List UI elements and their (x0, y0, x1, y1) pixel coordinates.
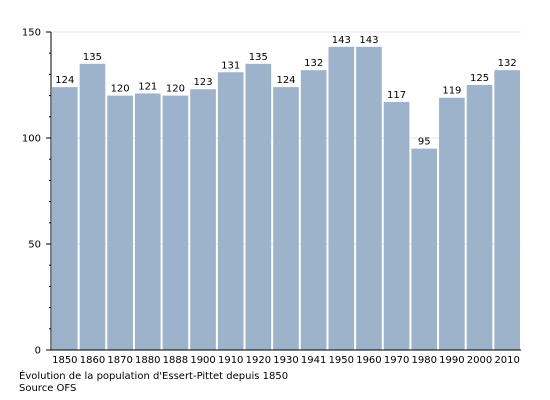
y-tick-label: 0 (35, 346, 41, 357)
data-label: 124 (55, 75, 74, 86)
bar (494, 70, 520, 350)
x-tick-label: 1910 (218, 355, 243, 366)
bar (217, 72, 244, 350)
data-label: 117 (387, 90, 406, 101)
bar (356, 46, 382, 351)
bar (300, 70, 327, 350)
data-label: 135 (249, 52, 268, 63)
data-label: 131 (221, 60, 240, 71)
bar (245, 63, 272, 351)
x-tick-label: 2000 (467, 355, 492, 366)
data-label: 132 (498, 58, 517, 69)
bar (52, 87, 78, 351)
x-tick-label: 1880 (135, 355, 160, 366)
y-tick-label: 150 (22, 28, 41, 39)
x-tick-label: 1990 (439, 355, 464, 366)
x-tick-label: 1930 (273, 355, 298, 366)
y-tick-label: 100 (22, 134, 41, 145)
bar (466, 85, 493, 350)
data-label: 124 (276, 75, 295, 86)
data-label: 125 (470, 73, 489, 84)
x-tick-label: 1888 (163, 355, 188, 366)
chart-caption-title: Évolution de la population d'Essert-Pitt… (19, 371, 289, 382)
data-label: 143 (332, 35, 351, 46)
x-tick-label: 2010 (494, 355, 519, 366)
y-tick-label: 50 (28, 240, 41, 251)
bar (383, 101, 410, 351)
x-tick-label: 1920 (246, 355, 271, 366)
data-label: 123 (194, 77, 213, 88)
x-tick-label: 1941 (301, 355, 326, 366)
data-label: 135 (83, 52, 102, 63)
data-label: 121 (138, 81, 157, 92)
data-label: 132 (304, 58, 323, 69)
data-label: 120 (111, 84, 130, 95)
x-tick-label: 1860 (80, 355, 105, 366)
data-label: 143 (359, 35, 378, 46)
bar (107, 95, 133, 350)
data-label: 120 (166, 84, 185, 95)
chart-caption-source: Source OFS (19, 383, 77, 394)
bar (411, 148, 438, 350)
x-tick-label: 1850 (52, 355, 77, 366)
x-tick-label: 1960 (356, 355, 381, 366)
bar (273, 87, 299, 351)
data-label: 119 (442, 86, 461, 97)
data-label: 95 (418, 137, 431, 148)
x-tick-label: 1950 (329, 355, 354, 366)
x-tick-label: 1900 (190, 355, 215, 366)
x-tick-label: 1870 (107, 355, 132, 366)
bar (162, 95, 189, 350)
x-tick-label: 1980 (412, 355, 437, 366)
bar (79, 63, 106, 351)
bar (439, 97, 465, 350)
x-tick-label: 1970 (384, 355, 409, 366)
bar (328, 46, 355, 351)
bar (190, 89, 216, 351)
bar (134, 93, 161, 350)
